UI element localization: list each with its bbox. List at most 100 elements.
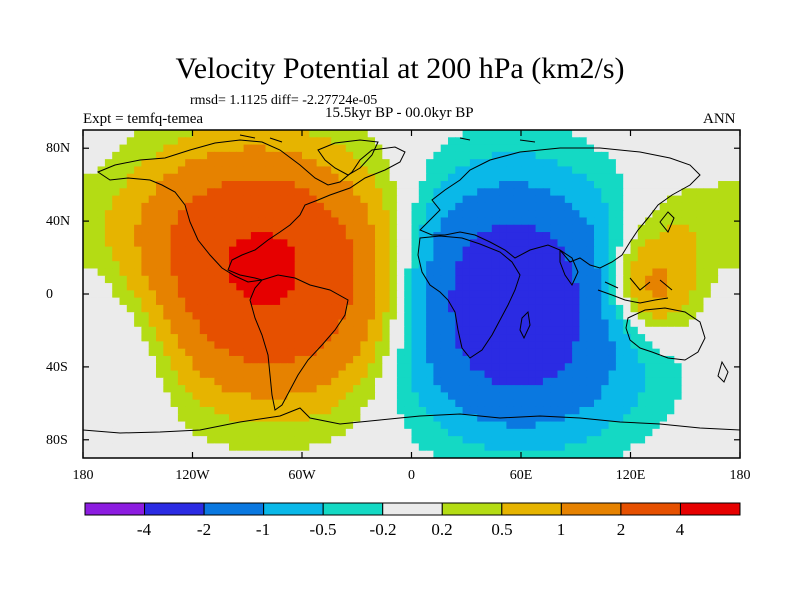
field-cell: [542, 210, 551, 219]
field-cell: [659, 261, 668, 270]
field-cell: [214, 261, 223, 270]
field-cell: [586, 151, 595, 160]
field-cell: [404, 355, 413, 364]
field-cell: [469, 355, 478, 364]
field-cell: [703, 253, 712, 262]
field-cell: [302, 304, 310, 313]
field-cell: [97, 399, 106, 408]
field-cell: [316, 130, 325, 138]
field-cell: [396, 421, 405, 430]
field-cell: [572, 297, 580, 306]
field-cell: [177, 159, 186, 168]
field-cell: [623, 370, 632, 379]
field-cell: [703, 421, 712, 430]
field-cell: [367, 130, 376, 138]
field-cell: [316, 414, 325, 423]
field-cell: [448, 188, 456, 197]
field-cell: [594, 421, 602, 430]
field-cell: [112, 188, 121, 197]
field-cell: [623, 275, 632, 284]
field-cell: [579, 246, 588, 255]
field-cell: [645, 130, 653, 138]
field-cell: [542, 268, 551, 277]
field-cell: [586, 363, 595, 372]
field-cell: [258, 195, 267, 204]
field-cell: [272, 392, 281, 401]
field-cell: [90, 341, 99, 350]
field-cell: [499, 450, 507, 458]
field-cell: [258, 188, 267, 197]
field-cell: [404, 188, 413, 197]
field-cell: [572, 385, 580, 393]
field-cell: [272, 443, 281, 452]
field-cell: [83, 224, 91, 233]
field-cell: [323, 377, 332, 386]
field-cell: [243, 436, 252, 445]
field-cell: [659, 202, 668, 211]
field-cell: [521, 261, 529, 270]
field-cell: [250, 151, 259, 160]
field-cell: [280, 363, 288, 372]
field-cell: [177, 246, 186, 255]
field-cell: [448, 326, 456, 335]
field-cell: [506, 297, 515, 306]
field-cell: [572, 443, 580, 452]
field-cell: [156, 348, 164, 357]
field-cell: [375, 261, 383, 270]
field-cell: [630, 151, 639, 160]
field-cell: [542, 144, 551, 153]
field-cell: [229, 173, 237, 182]
field-cell: [156, 202, 164, 211]
field-cell: [243, 246, 252, 255]
field-cell: [323, 428, 332, 437]
field-cell: [469, 195, 478, 204]
field-cell: [528, 239, 537, 248]
field-cell: [448, 355, 456, 364]
field-cell: [156, 159, 164, 168]
field-cell: [630, 421, 639, 430]
coastline-india: [559, 249, 579, 286]
field-cell: [506, 253, 515, 262]
field-cell: [630, 414, 639, 423]
field-cell: [375, 326, 383, 335]
field-cell: [177, 195, 186, 204]
field-cell: [236, 239, 245, 248]
field-cell: [170, 392, 179, 401]
field-cell: [418, 159, 427, 168]
field-cell: [83, 297, 91, 306]
field-cell: [331, 326, 340, 335]
field-cell: [338, 414, 347, 423]
field-cell: [542, 436, 551, 445]
field-cell: [302, 159, 310, 168]
field-cell: [462, 370, 471, 379]
field-cell: [367, 239, 376, 248]
field-cell: [674, 224, 683, 233]
field-cell: [718, 275, 726, 284]
field-cell: [535, 188, 544, 197]
field-cell: [696, 283, 705, 291]
field-cell: [718, 217, 726, 226]
field-cell: [499, 144, 507, 153]
field-cell: [594, 399, 602, 408]
field-cell: [148, 181, 157, 189]
field-cell: [579, 370, 588, 379]
field-cell: [207, 268, 215, 277]
field-cell: [243, 188, 252, 197]
field-cell: [83, 159, 91, 168]
field-cell: [192, 283, 201, 291]
field-cell: [674, 304, 683, 313]
field-cell: [586, 202, 595, 211]
field-cell: [207, 232, 215, 240]
field-cell: [170, 173, 179, 182]
field-cell: [455, 363, 464, 372]
field-cell: [353, 210, 361, 219]
field-cell: [258, 355, 267, 364]
field-cell: [550, 290, 559, 299]
field-cell: [535, 421, 544, 430]
field-cell: [418, 421, 427, 430]
field-cell: [185, 166, 194, 175]
field-cell: [163, 137, 172, 146]
field-cell: [221, 224, 230, 233]
field-cell: [652, 348, 661, 357]
field-cell: [499, 151, 507, 160]
